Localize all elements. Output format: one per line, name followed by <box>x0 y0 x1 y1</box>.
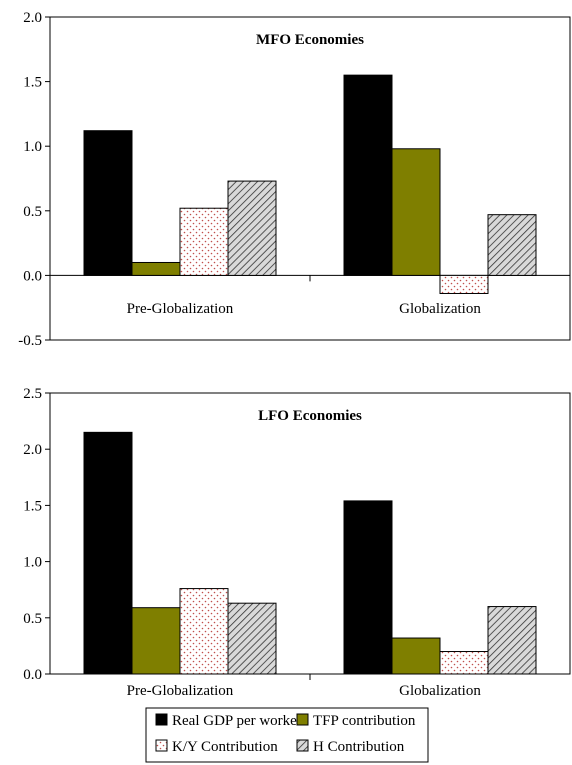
y-tick-label: -0.5 <box>18 333 42 349</box>
x-category-label: Pre-Globalization <box>127 683 234 699</box>
bar-h-contribution-1 <box>227 180 277 276</box>
bar-h-contribution-2 <box>487 606 537 675</box>
legend-swatch <box>296 739 309 752</box>
legend-label: Real GDP per worker <box>172 713 302 729</box>
y-tick-label: 1.0 <box>23 139 42 155</box>
bar-real-gdp-per-worker-2 <box>343 500 393 675</box>
bar-real-gdp-per-worker-1 <box>83 130 133 276</box>
y-tick-label: 2.0 <box>23 10 42 26</box>
bar-h-contribution-2 <box>487 214 537 276</box>
plot-frame <box>49 16 571 341</box>
y-tick-label: 1.5 <box>23 498 42 514</box>
bar-k-y-contribution-1 <box>179 588 229 675</box>
bar-real-gdp-per-worker-1 <box>83 431 133 675</box>
y-tick-label: 0.5 <box>23 204 42 220</box>
bar-real-gdp-per-worker-2 <box>343 74 393 276</box>
chart-title: MFO Economies <box>256 32 364 48</box>
bar-h-contribution-1 <box>227 602 277 675</box>
y-tick-label: 0.0 <box>23 667 42 683</box>
legend-label: TFP contribution <box>313 713 416 729</box>
y-tick-label: 0.0 <box>23 268 42 284</box>
bar-tfp-contribution-1 <box>131 261 181 276</box>
legend: Real GDP per worker TFP contribution K/Y C… <box>145 707 429 763</box>
bar-k-y-contribution-1 <box>179 207 229 276</box>
bar-k-y-contribution-2 <box>439 274 489 294</box>
y-tick-label: 1.5 <box>23 75 42 91</box>
x-category-label: Pre-Globalization <box>127 301 234 317</box>
x-category-label: Globalization <box>399 683 481 699</box>
chart-panel-1: 2.0 1.5 1.0 0.5 0.0 -0.5 Pre-Globalization Glob… <box>18 10 571 349</box>
bar-tfp-contribution-2 <box>391 637 441 675</box>
x-category-label: Globalization <box>399 301 481 317</box>
legend-box <box>145 707 429 763</box>
legend-swatch <box>296 713 309 726</box>
y-tick-label: 2.5 <box>23 386 42 402</box>
legend-swatch <box>155 713 168 726</box>
bar-tfp-contribution-2 <box>391 148 441 276</box>
y-tick-label: 1.0 <box>23 555 42 571</box>
bar-k-y-contribution-2 <box>439 651 489 675</box>
y-tick-label: 2.0 <box>23 442 42 458</box>
y-tick-label: 0.5 <box>23 611 42 627</box>
bar-tfp-contribution-1 <box>131 607 181 675</box>
chart-title: LFO Economies <box>258 408 362 424</box>
legend-label: H Contribution <box>313 739 405 755</box>
chart-panel-2: 2.5 2.0 1.5 1.0 0.5 0.0 Pre-Globalization Globa… <box>23 386 571 699</box>
legend-swatch <box>155 739 168 752</box>
legend-label: K/Y Contribution <box>172 739 278 755</box>
